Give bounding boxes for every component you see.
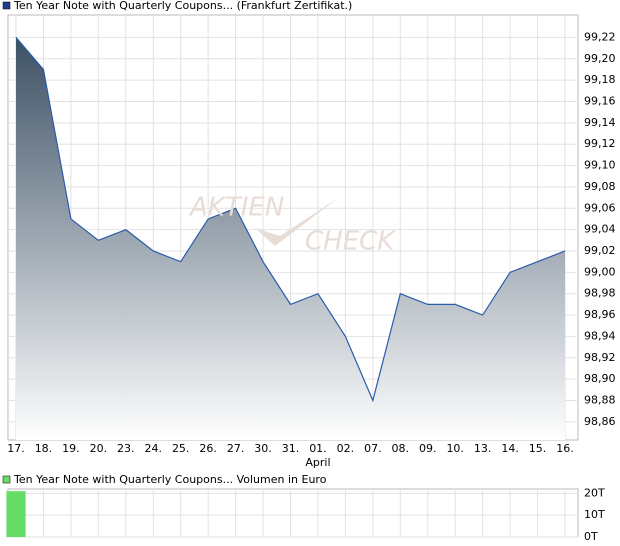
y-tick-label: 99,18 — [584, 73, 616, 86]
y-tick-label: 99,06 — [584, 201, 616, 214]
watermark: CHECK — [305, 227, 396, 257]
legend-label: Ten Year Note with Quarterly Coupons... … — [13, 0, 352, 12]
y-tick-label: 99,16 — [584, 94, 616, 107]
y-tick-label: 98,94 — [584, 329, 616, 342]
y-tick-label: 98,98 — [584, 287, 616, 300]
y-tick-label: 99,14 — [584, 116, 616, 129]
x-tick-label: 27. — [227, 442, 245, 455]
x-tick-label: 09. — [419, 442, 437, 455]
x-tick-label: 26. — [199, 442, 217, 455]
x-tick-label: 25. — [172, 442, 190, 455]
y-tick-label: 99,02 — [584, 244, 616, 257]
y-tick-label: 0T — [584, 530, 598, 543]
x-tick-label: 01. — [309, 442, 327, 455]
y-tick-label: 99,22 — [584, 30, 616, 43]
y-tick-label: 99,12 — [584, 137, 616, 150]
y-tick-label: 99,20 — [584, 52, 616, 65]
x-tick-label: 24. — [145, 442, 163, 455]
x-tick-label: 13. — [474, 442, 492, 455]
x-tick-label: 18. — [35, 442, 53, 455]
x-tick-label: 19. — [62, 442, 80, 455]
x-tick-label: 15. — [529, 442, 547, 455]
x-tick-label: 17. — [7, 442, 25, 455]
x-tick-label: 20. — [90, 442, 108, 455]
x-tick-label: 07. — [364, 442, 382, 455]
x-tick-label: 02. — [337, 442, 355, 455]
y-tick-label: 98,96 — [584, 308, 616, 321]
legend-swatch — [2, 1, 11, 10]
y-tick-label: 99,10 — [584, 159, 616, 172]
area — [16, 37, 565, 440]
x-tick-label: 23. — [117, 442, 135, 455]
x-tick-label: 16. — [556, 442, 574, 455]
y-tick-label: 99,00 — [584, 265, 616, 278]
y-tick-label: 20T — [584, 486, 605, 499]
watermark: AKTIEN — [188, 193, 284, 223]
y-tick-label: 98,90 — [584, 372, 616, 385]
line — [15, 37, 566, 403]
legend-label: Ten Year Note with Quarterly Coupons... … — [13, 473, 327, 486]
y-tick-label: 98,92 — [584, 351, 616, 364]
y-tick-label: 98,88 — [584, 393, 616, 406]
volume-frame — [7, 488, 579, 538]
bar — [6, 491, 26, 537]
x-tick-label: 14. — [501, 442, 519, 455]
y-tick-label: 99,04 — [584, 223, 616, 236]
x-tick-label: 30. — [254, 442, 272, 455]
x-tick-label: 31. — [282, 442, 300, 455]
y-tick-label: 99,08 — [584, 180, 616, 193]
legend-swatch — [2, 475, 11, 484]
y-tick-label: 10T — [584, 508, 605, 521]
x-group-label: April — [305, 456, 330, 469]
x-tick-label: 08. — [392, 442, 410, 455]
x-tick-label: 10. — [446, 442, 464, 455]
y-tick-label: 98,86 — [584, 415, 616, 428]
